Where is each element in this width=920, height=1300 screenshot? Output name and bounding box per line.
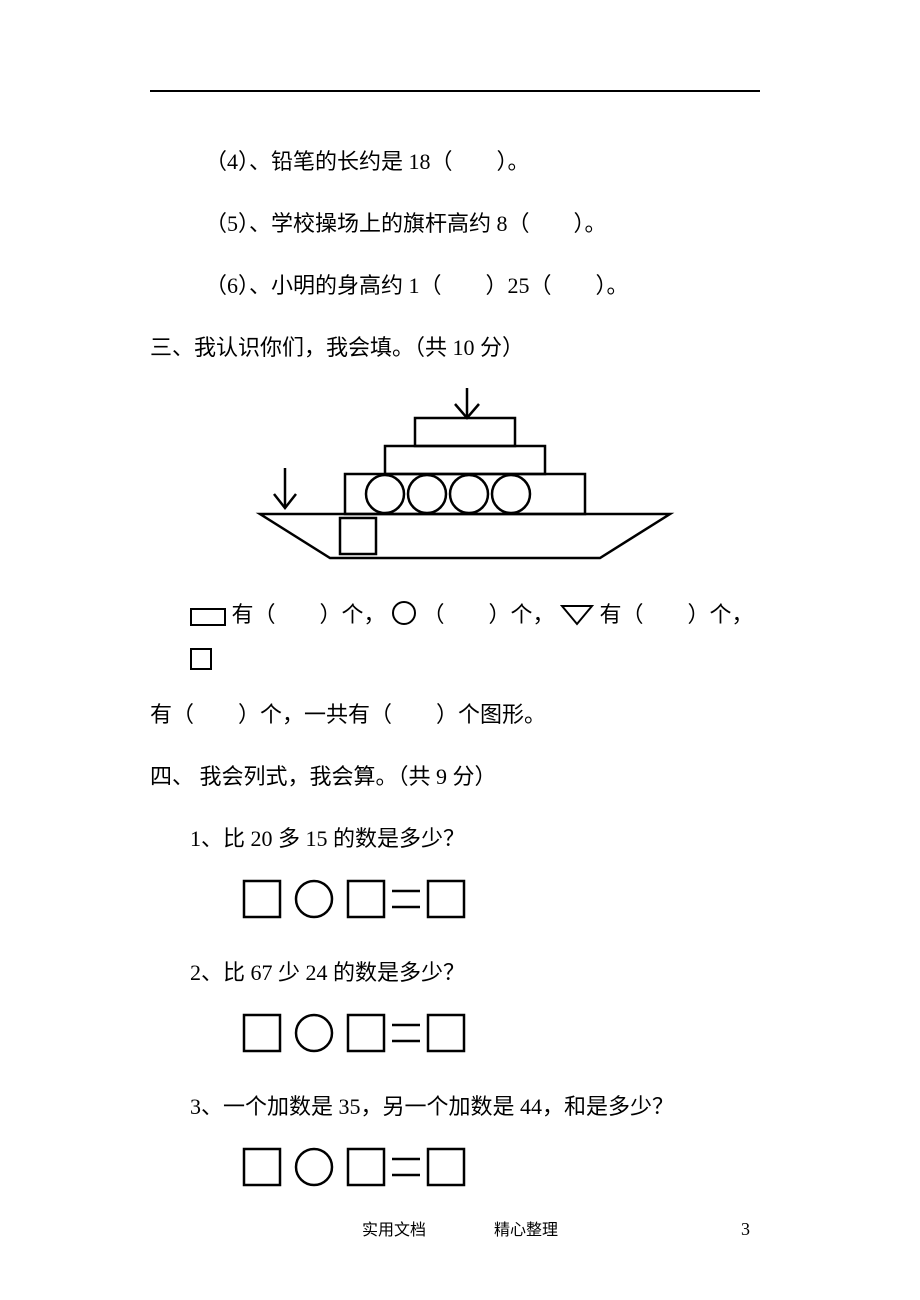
- square-icon: [190, 648, 212, 670]
- header-rule: [150, 90, 760, 92]
- footer: 实用文档 精心整理 3: [0, 1216, 920, 1240]
- triangle-icon: [560, 604, 594, 626]
- item-5: （5）、学校操场上的旗杆高约 8（ ）。: [150, 202, 770, 246]
- page-number: 3: [741, 1219, 750, 1240]
- shape-count-line-1: 有（ ）个， （ ）个， 有（ ）个，: [150, 593, 770, 681]
- equation-3: [150, 1143, 770, 1191]
- item-6: （6）、小明的身高约 1（ ）25（ ）。: [150, 264, 770, 308]
- question-1: 1、比 20 多 15 的数是多少？: [150, 817, 770, 861]
- text-triangle-count: 有（ ）个，: [600, 602, 754, 627]
- equation-1: [150, 875, 770, 923]
- question-2: 2、比 67 少 24 的数是多少？: [150, 951, 770, 995]
- boat-figure: [230, 388, 690, 583]
- content-area: （4）、铅笔的长约是 18（ ）。 （5）、学校操场上的旗杆高约 8（ ）。 （…: [150, 140, 770, 1191]
- text-rect-count: 有（ ）个，: [232, 602, 386, 627]
- question-3: 3、一个加数是 35，另一个加数是 44，和是多少？: [150, 1085, 770, 1129]
- text-circle-count: （ ）个，: [423, 602, 555, 627]
- section-3-title: 三、我认识你们，我会填。（共 10 分）: [150, 326, 770, 370]
- item-4: （4）、铅笔的长约是 18（ ）。: [150, 140, 770, 184]
- rectangle-icon: [190, 608, 226, 626]
- section-4-title: 四、 我会列式，我会算。（共 9 分）: [150, 755, 770, 799]
- page: （4）、铅笔的长约是 18（ ）。 （5）、学校操场上的旗杆高约 8（ ）。 （…: [0, 0, 920, 1300]
- footer-right: 精心整理: [494, 1222, 558, 1239]
- circle-icon: [391, 600, 417, 626]
- equation-2: [150, 1009, 770, 1057]
- shape-count-line-2: 有（ ）个，一共有（ ）个图形。: [150, 693, 770, 737]
- footer-left: 实用文档: [362, 1222, 426, 1239]
